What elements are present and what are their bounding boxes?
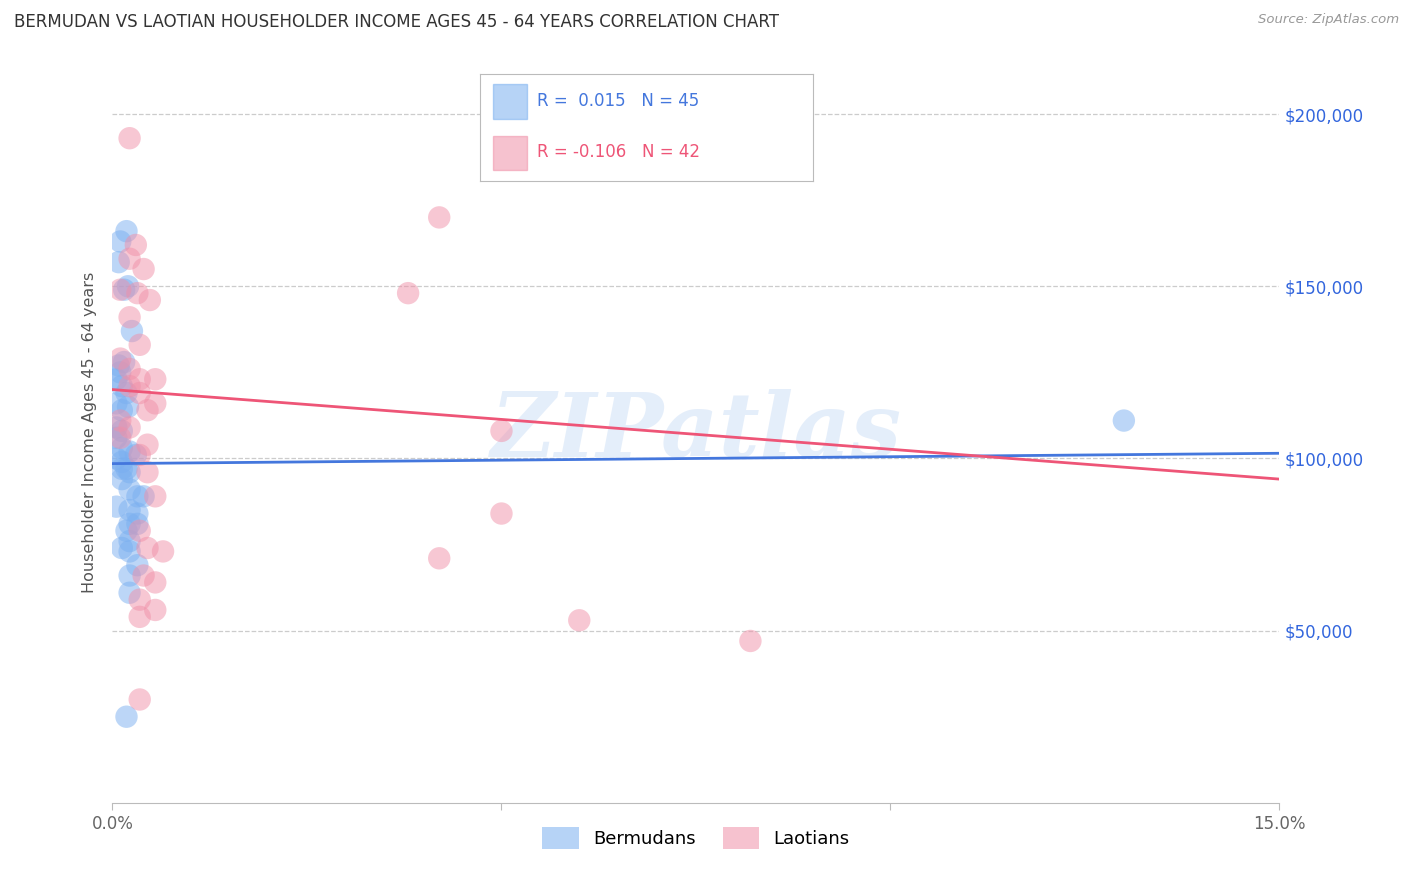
Point [110, 283, 132, 297]
Text: Source: ZipAtlas.com: Source: ZipAtlas.com [1258, 13, 1399, 27]
Point [111, 379, 134, 393]
Point [111, 462, 134, 476]
Point [396, 286, 419, 301]
Point [111, 424, 134, 438]
Point [128, 692, 150, 706]
Point [117, 400, 139, 414]
Text: BERMUDAN VS LAOTIAN HOUSEHOLDER INCOME AGES 45 - 64 YEARS CORRELATION CHART: BERMUDAN VS LAOTIAN HOUSEHOLDER INCOME A… [14, 13, 779, 31]
Point [491, 507, 513, 521]
Point [110, 413, 132, 427]
Point [118, 310, 141, 325]
Point [128, 592, 150, 607]
Point [110, 235, 132, 249]
Point [128, 372, 150, 386]
Point [110, 351, 132, 366]
Point [740, 634, 762, 648]
Point [105, 500, 128, 514]
Point [118, 503, 141, 517]
Point [139, 293, 162, 307]
Point [105, 451, 128, 466]
Point [115, 386, 138, 401]
Point [127, 507, 149, 521]
Legend: Bermudans, Laotians: Bermudans, Laotians [536, 821, 856, 856]
Point [117, 279, 139, 293]
Point [427, 551, 450, 566]
Point [568, 613, 591, 627]
Point [110, 365, 132, 379]
Point [128, 610, 150, 624]
Point [115, 709, 138, 723]
Point [143, 575, 166, 590]
Point [112, 355, 135, 369]
Point [136, 465, 159, 479]
Point [132, 489, 155, 503]
Point [111, 541, 134, 555]
Y-axis label: Householder Income Ages 45 - 64 years: Householder Income Ages 45 - 64 years [82, 272, 97, 593]
Point [125, 238, 148, 252]
Point [118, 252, 141, 266]
Point [115, 224, 138, 238]
Text: ZIPatlas: ZIPatlas [491, 390, 901, 475]
Point [115, 462, 138, 476]
Point [107, 255, 129, 269]
Point [128, 386, 150, 401]
Point [127, 286, 149, 301]
Point [143, 489, 166, 503]
Point [112, 283, 135, 297]
Point [111, 403, 134, 417]
Point [136, 438, 159, 452]
Point [127, 516, 149, 531]
Point [118, 465, 141, 479]
Point [143, 603, 166, 617]
Point [105, 372, 128, 386]
Point [111, 455, 134, 469]
Point [127, 489, 149, 503]
Point [105, 396, 128, 410]
Point [143, 396, 166, 410]
Point [118, 516, 141, 531]
Point [105, 431, 128, 445]
Point [152, 544, 174, 558]
Point [118, 534, 141, 549]
Point [1112, 413, 1135, 427]
Point [118, 568, 141, 582]
Point [118, 483, 141, 497]
Point [107, 359, 129, 373]
Point [136, 403, 159, 417]
Point [118, 420, 141, 434]
Point [118, 444, 141, 458]
Point [491, 424, 513, 438]
Point [118, 379, 141, 393]
Point [115, 524, 138, 538]
Point [118, 362, 141, 376]
Point [128, 338, 150, 352]
Point [121, 324, 143, 338]
Point [427, 211, 450, 225]
Point [128, 524, 150, 538]
Point [111, 472, 134, 486]
Point [143, 372, 166, 386]
Point [132, 568, 155, 582]
Point [111, 441, 134, 455]
Point [132, 262, 155, 277]
Point [127, 558, 149, 573]
Point [110, 431, 132, 445]
Point [118, 544, 141, 558]
Point [118, 131, 141, 145]
Point [568, 159, 591, 173]
Point [125, 448, 148, 462]
Point [118, 586, 141, 600]
Point [128, 448, 150, 462]
Point [105, 420, 128, 434]
Point [136, 541, 159, 555]
